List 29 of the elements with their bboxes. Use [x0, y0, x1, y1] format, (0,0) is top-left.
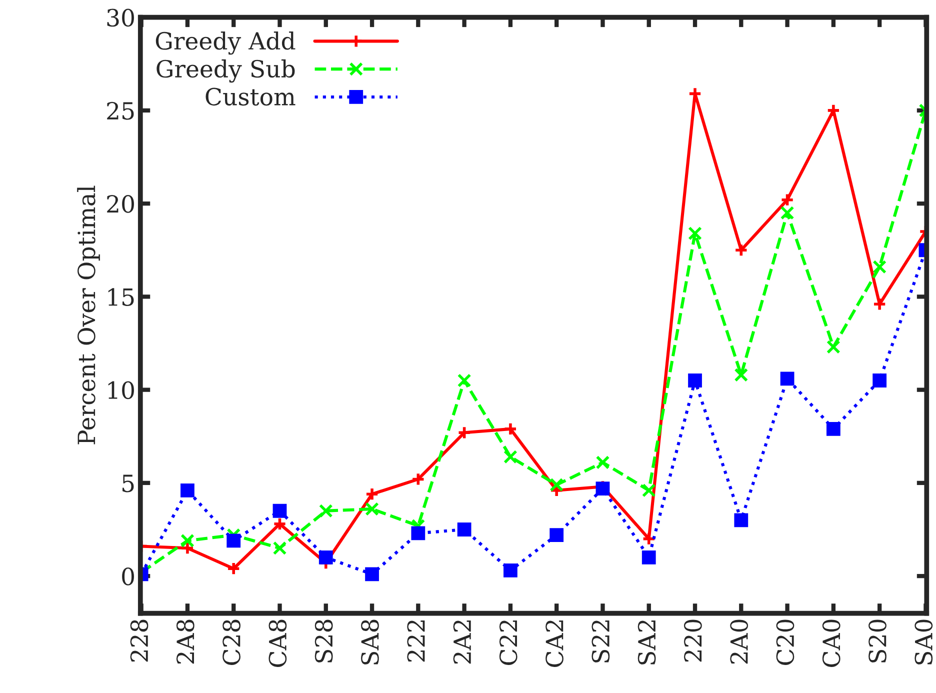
x-tick-label: 228	[130, 620, 148, 662]
x-tick-label: 2A8	[176, 620, 194, 664]
legend-label: Custom	[206, 88, 296, 106]
x-tick-label: C20	[776, 620, 794, 665]
y-tick-label: 25	[107, 102, 134, 120]
x-tick-label: 222	[407, 620, 425, 662]
legend-label: Greedy Sub	[156, 59, 295, 83]
y-tick-label: 5	[122, 474, 134, 492]
legend-label: Greedy Add	[156, 31, 296, 55]
y-tick-label: 30	[107, 8, 134, 27]
x-tick-label: S28	[314, 620, 333, 662]
x-tick-label: CA0	[822, 620, 840, 667]
x-tick-label: C22	[499, 620, 518, 665]
y-tick-label: 15	[108, 288, 134, 306]
x-tick-label: SA2	[638, 620, 656, 664]
y-axis-title: Percent Over Optimal	[77, 186, 100, 444]
y-tick-label: 20	[107, 195, 134, 213]
y-tick-label: 0	[122, 568, 134, 586]
x-tick-label: CA8	[268, 620, 287, 667]
x-tick-label: 220	[684, 620, 702, 662]
x-tick-label: S22	[592, 620, 610, 662]
x-tick-label: S20	[868, 620, 886, 662]
x-tick-label: C28	[222, 620, 240, 665]
x-tick-label: CA2	[546, 620, 564, 667]
x-tick-label: 2A0	[730, 620, 748, 664]
y-tick-label: 10	[108, 381, 134, 400]
x-tick-label: SA8	[361, 620, 379, 664]
x-tick-label: SA0	[914, 620, 933, 664]
x-tick-label: 2A2	[453, 620, 471, 664]
